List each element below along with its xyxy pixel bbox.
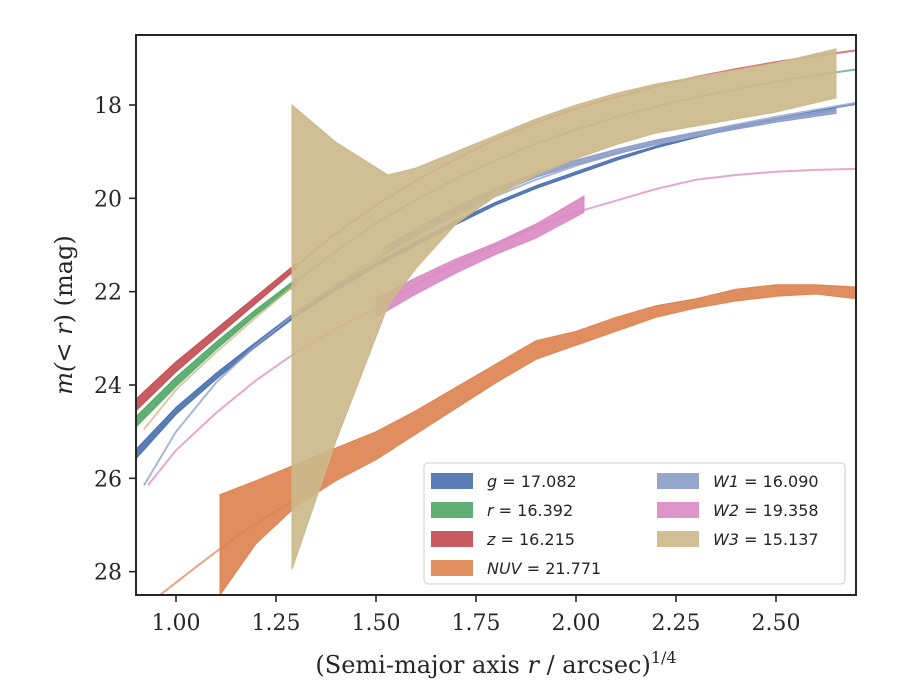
legend-label: z = 16.215: [486, 530, 575, 549]
x-tick-label: 2.25: [652, 611, 701, 636]
series-nuv-band: [219, 284, 856, 595]
series-layer: [136, 48, 856, 595]
legend-entry-r: r = 16.392: [431, 501, 573, 520]
legend-entry-z: z = 16.215: [431, 530, 575, 549]
x-axis: 1.00 1.25 1.50 1.75 2.00 2.25 2.50: [152, 595, 801, 636]
x-axis-label: (Semi-major axis r / arcsec)1/4: [315, 648, 676, 679]
y-tick-label: 24: [94, 374, 122, 399]
x-tick-label: 2.50: [752, 611, 801, 636]
series-w2: [147, 167, 856, 486]
legend-label: W3 = 15.137: [713, 530, 819, 549]
legend-entry-g: g = 17.082: [431, 472, 577, 491]
series-nuv-line: [159, 486, 317, 595]
legend-entry-w3: W3 = 15.137: [657, 530, 819, 549]
series-w3-band: [291, 48, 837, 570]
legend-label: NUV = 21.771: [487, 559, 601, 578]
series-w2-line: [147, 167, 856, 486]
legend-swatch: [431, 531, 473, 547]
legend-swatch: [657, 473, 699, 489]
legend-swatch: [657, 502, 699, 518]
legend-label: W2 = 19.358: [713, 501, 819, 520]
legend-box: [423, 462, 846, 585]
legend-label: g = 17.082: [487, 472, 577, 491]
x-tick-label: 1.50: [352, 611, 401, 636]
x-tick-label: 1.00: [152, 611, 201, 636]
legend-label: W1 = 16.090: [713, 472, 819, 491]
legend-swatch: [657, 531, 699, 547]
y-tick-label: 18: [94, 94, 122, 119]
series-w3: [143, 48, 837, 570]
legend-swatch: [431, 473, 473, 489]
series-w2-band: [375, 195, 585, 319]
series-g-line: [835, 103, 856, 109]
y-tick-label: 20: [94, 187, 122, 212]
legend-swatch: [431, 502, 473, 518]
legend-swatch: [431, 560, 473, 576]
y-tick-label: 28: [94, 561, 122, 586]
x-tick-label: 1.75: [452, 611, 501, 636]
legend-entry-w2: W2 = 19.358: [657, 501, 819, 520]
y-axis-label: m(< r) (mag): [50, 235, 78, 395]
y-tick-label: 22: [94, 281, 122, 306]
legend-label: r = 16.392: [487, 501, 573, 520]
plot-frame: [135, 34, 857, 596]
x-tick-label: 2.00: [552, 611, 601, 636]
x-tick-label: 1.25: [252, 611, 301, 636]
y-axis: 18 20 22 24 26 28: [94, 94, 136, 586]
y-tick-label: 26: [94, 467, 122, 492]
legend: g = 17.082 r = 16.392 z = 16.215 NUV = 21.7…: [423, 462, 846, 585]
series-w3-line: [143, 286, 293, 430]
series-nuv: [159, 284, 856, 595]
legend-entries: g = 17.082 r = 16.392 z = 16.215 NUV = 21.7…: [431, 472, 819, 578]
legend-entry-nuv: NUV = 21.771: [431, 559, 601, 578]
legend-entry-w1: W1 = 16.090: [657, 472, 819, 491]
series-z-band: [136, 262, 297, 412]
